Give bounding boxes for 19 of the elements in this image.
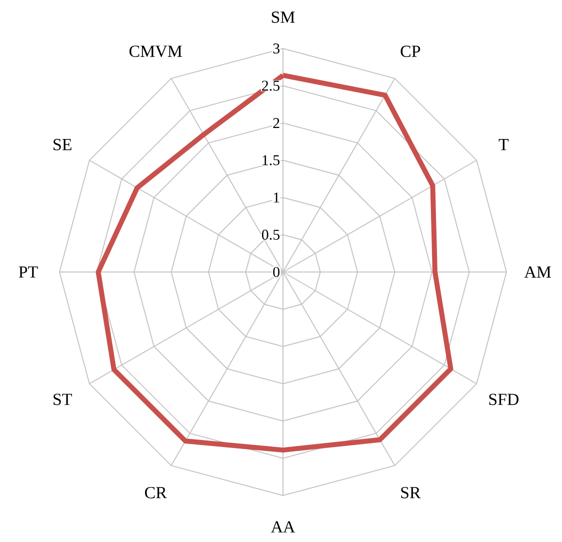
- spoke-label: T: [498, 139, 509, 150]
- spoke-label: SM: [272, 12, 295, 23]
- y-tick-label: 1.5: [262, 155, 280, 166]
- spoke-label: CR: [145, 486, 167, 498]
- spoke-label: SE: [54, 138, 72, 150]
- spoke-label: PT: [18, 266, 38, 278]
- y-tick-label: 2.5: [262, 80, 280, 91]
- spoke-label: AM: [524, 266, 551, 278]
- y-tick-label: 1: [274, 192, 280, 202]
- y-tick-label: 0.5: [262, 230, 280, 240]
- spoke-label: CP: [400, 46, 420, 58]
- y-tick-label: 2: [273, 118, 280, 128]
- spoke-label: SFD: [489, 394, 519, 406]
- spoke-label: CMVM: [129, 46, 182, 58]
- y-tick-label: 3: [273, 43, 280, 54]
- spoke-label: SR: [401, 486, 421, 498]
- spoke-label: ST: [54, 394, 72, 406]
- y-tick-label: 0: [273, 266, 280, 278]
- spoke-label: AA: [270, 521, 296, 532]
